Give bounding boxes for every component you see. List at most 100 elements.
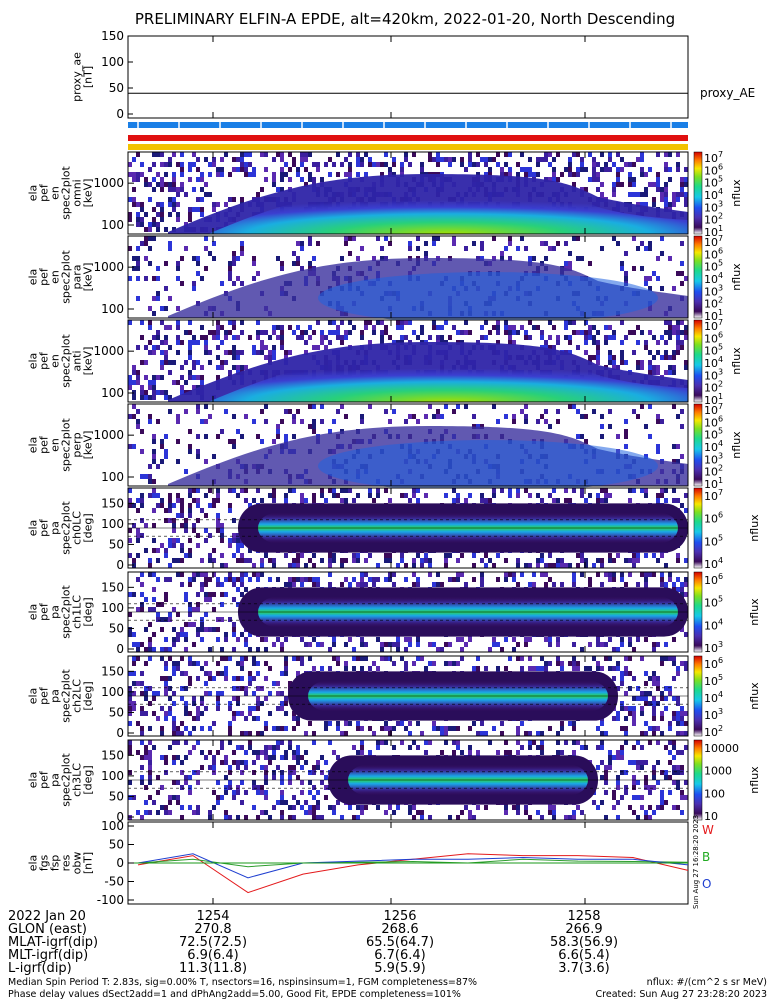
spectrogram-pixel <box>176 192 180 197</box>
pitch-angle-pixel <box>556 661 560 666</box>
spectrogram-pixel <box>196 256 200 261</box>
spectrogram-pixel <box>648 276 652 281</box>
pitch-angle-pixel <box>176 612 180 617</box>
spectrogram-pixel <box>312 330 316 335</box>
pitch-angle-pixel <box>556 656 560 661</box>
pitch-angle-pixel <box>636 553 640 558</box>
spectrogram-pixel <box>168 212 172 217</box>
pitch-angle-pixel <box>204 513 208 518</box>
pitch-angle-pixel <box>248 671 252 676</box>
pitch-angle-pixel <box>308 577 312 582</box>
pitch-angle-pixel <box>456 661 460 666</box>
spectrogram-pixel <box>508 335 512 340</box>
spectrogram-pixel <box>684 325 688 330</box>
spectrogram-pixel <box>352 325 356 330</box>
pitch-angle-pixel <box>164 691 168 696</box>
pitch-angle-pixel <box>188 582 192 587</box>
spectrogram-pixel <box>172 152 176 157</box>
spectrogram-pixel <box>216 355 220 360</box>
spectrogram-pixel <box>312 162 316 167</box>
spectrogram-pixel <box>456 330 460 335</box>
pitch-angle-pixel <box>284 671 288 676</box>
spectrogram-pixel <box>296 325 300 330</box>
pitch-angle-pixel <box>424 661 428 666</box>
spectrogram-pixel <box>348 172 352 177</box>
pitch-angle-pixel <box>336 661 340 666</box>
spectrogram-pixel <box>136 212 140 217</box>
pitch-angle-pixel <box>224 671 228 676</box>
pitch-angle-pixel <box>192 488 196 493</box>
pitch-angle-pixel <box>632 558 636 563</box>
spectrogram-pixel <box>192 335 196 340</box>
pitch-angle-pixel <box>164 617 168 622</box>
pitch-angle-pixel <box>576 666 580 671</box>
spectrogram-pixel <box>608 350 612 355</box>
spectrogram-pixel <box>144 474 148 479</box>
spectrogram-pixel <box>520 325 524 330</box>
pitch-angle-pixel <box>400 493 404 498</box>
pitch-angle-pixel <box>220 602 224 607</box>
spectrogram-pixel <box>144 335 148 340</box>
pitch-angle-pixel <box>220 523 224 528</box>
spectrogram-pixel <box>516 162 520 167</box>
spectrogram-pixel <box>300 152 304 157</box>
pitch-angle-pixel <box>376 488 380 493</box>
pitch-angle-pixel <box>128 553 132 558</box>
pitch-angle-pixel <box>136 498 140 503</box>
spectrogram-pixel <box>364 424 368 429</box>
pitch-angle-pixel <box>408 637 412 642</box>
pitch-angle-pixel <box>232 647 236 652</box>
spectrogram-pixel <box>592 355 596 360</box>
spectrogram-pixel <box>260 330 264 335</box>
spectrogram-pixel <box>676 197 680 202</box>
spectrogram-pixel <box>492 325 496 330</box>
ytick-label: 0 <box>116 107 124 121</box>
spectrogram-pixel <box>676 340 680 345</box>
pitch-angle-pixel <box>652 553 656 558</box>
spectrogram-pixel <box>200 330 204 335</box>
spectrogram-pixel <box>604 167 608 172</box>
ylabel-line: [deg] <box>82 597 95 626</box>
pitch-angle-pixel <box>376 563 380 568</box>
pitch-angle-pixel <box>536 493 540 498</box>
spectrogram-pixel <box>176 212 180 217</box>
pitch-angle-pixel <box>152 508 156 513</box>
pitch-angle-pixel <box>184 577 188 582</box>
spectrogram-pixel <box>148 167 152 172</box>
ytick-label: 1000 <box>93 344 124 358</box>
pitch-angle-pixel <box>168 543 172 548</box>
spectrogram-pixel <box>596 162 600 167</box>
spectrogram-pixel <box>292 261 296 266</box>
spectrogram-pixel <box>540 157 544 162</box>
spectrogram-pixel <box>440 157 444 162</box>
spectrogram-pixel <box>680 345 684 350</box>
pitch-angle-pixel <box>232 676 236 681</box>
spectrogram-pixel <box>632 330 636 335</box>
pitch-angle-pixel <box>440 647 444 652</box>
pitch-angle-pixel <box>192 622 196 627</box>
colorbar-label: nflux <box>730 179 743 207</box>
spectrogram-pixel <box>284 162 288 167</box>
spectrogram-pixel <box>160 429 164 434</box>
pitch-angle-pixel <box>556 498 560 503</box>
spectrogram-pixel <box>304 330 308 335</box>
pitch-angle-pixel <box>340 582 344 587</box>
pitch-angle-pixel <box>392 572 396 577</box>
pitch-angle-pixel <box>228 656 232 661</box>
pitch-angle-pixel <box>448 553 452 558</box>
spectrogram-pixel <box>272 177 276 182</box>
spectrogram-pixel <box>148 320 152 325</box>
spectrogram-pixel <box>680 177 684 182</box>
pitch-angle-pixel <box>220 691 224 696</box>
pitch-angle-pixel <box>416 498 420 503</box>
pitch-angle-pixel <box>428 563 432 568</box>
spectrogram-pixel <box>200 281 204 286</box>
pitch-angle-pixel <box>480 582 484 587</box>
spectrogram-pixel <box>160 152 164 157</box>
pitch-angle-pixel <box>572 582 576 587</box>
spectrogram-pixel <box>132 197 136 202</box>
spectrogram-pixel <box>344 330 348 335</box>
pitch-angle-pixel <box>536 563 540 568</box>
pitch-angle-pixel <box>216 523 220 528</box>
